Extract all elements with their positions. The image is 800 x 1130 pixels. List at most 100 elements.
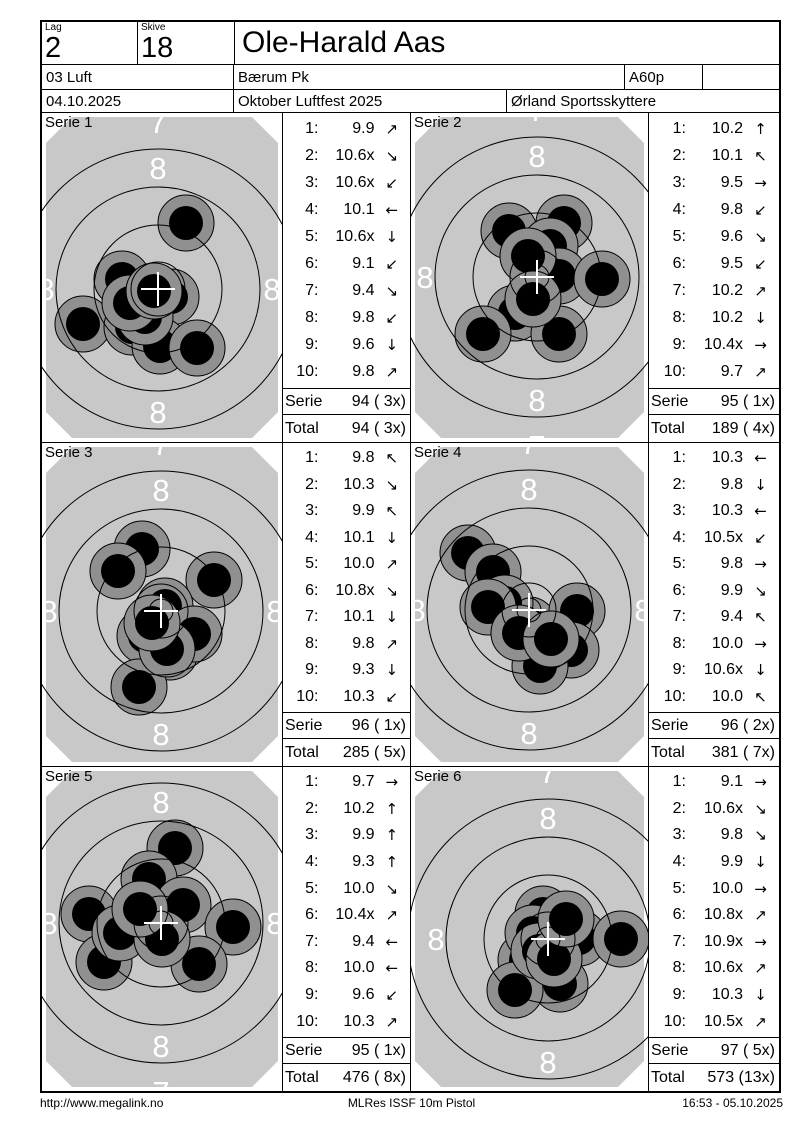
shot-number: 4: — [305, 528, 319, 546]
discipline-cell: 03 Luft — [42, 65, 234, 89]
total-sum-value: 285 ( 5x) — [342, 743, 406, 761]
serie-sum-row: Serie 94 ( 3x) — [283, 388, 410, 414]
shot-score: 10.3 — [343, 687, 375, 705]
shot-direction-arrow: → — [754, 879, 767, 898]
ring-number: 8 — [634, 593, 648, 628]
serie-sum-value: 95 ( 1x) — [720, 392, 775, 410]
serie-sum-row: Serie 97 ( 5x) — [649, 1037, 779, 1063]
shot-number: 6: — [305, 255, 319, 273]
target-face: 7 7 8 8 8 8 — [42, 443, 282, 766]
shot-direction-arrow: ↘ — [385, 879, 399, 898]
shot-direction-arrow: ↓ — [385, 528, 399, 547]
shot-score: 10.4x — [703, 336, 743, 354]
ring-circle — [434, 174, 640, 380]
shot-number: 9: — [305, 661, 319, 679]
aim-cross — [520, 260, 554, 294]
shot-row: 10: 9.7 ↗ — [649, 359, 779, 386]
ring-number: 8 — [152, 1029, 169, 1064]
shot-number: 5: — [305, 227, 319, 245]
shot-hole-inner — [466, 317, 500, 351]
shot-number: 3: — [672, 502, 686, 520]
shot-row: 3: 10.6x ↙ — [283, 169, 410, 196]
shot-row: 2: 10.6x ↘ — [283, 142, 410, 169]
shot-number: 5: — [672, 227, 686, 245]
shot-row: 4: 9.9 ↓ — [649, 849, 779, 876]
total-sum-row: Total 381 ( 7x) — [649, 738, 779, 766]
shot-direction-arrow: ↘ — [385, 282, 399, 301]
shot-row: 4: 9.3 ↑ — [283, 849, 410, 876]
shot-score: 10.8x — [703, 906, 743, 924]
serie-sum-row: Serie 96 ( 2x) — [649, 712, 779, 738]
ring-number: 8 — [539, 1045, 556, 1080]
shot-direction-arrow: ↓ — [385, 608, 399, 627]
shot-row: 6: 10.4x ↗ — [283, 902, 410, 929]
ring-circle — [509, 249, 565, 305]
serie-sum-label: Serie — [285, 1041, 323, 1059]
skive-label: Skive — [141, 22, 166, 33]
series-title: Serie 3 — [45, 444, 93, 461]
shot-number: 3: — [672, 173, 686, 191]
shot-score: 9.4 — [352, 282, 375, 300]
series-row: Serie 5 7 7 8 8 8 8 1: 9.7 → 2: 10.2 ↑ 3: 9.9 ↑ 4: 9.3 ↑ 5:… — [42, 767, 779, 1091]
ring-number: 8 — [42, 272, 55, 307]
shot-number: 4: — [672, 200, 686, 218]
serie-sum-value: 94 ( 3x) — [351, 392, 406, 410]
ring-number: 8 — [520, 716, 537, 751]
ring-number: 8 — [528, 383, 545, 418]
shot-number: 5: — [672, 879, 686, 897]
shot-number: 1: — [305, 449, 319, 467]
shot-row: 5: 10.0 ↘ — [283, 875, 410, 902]
shot-direction-arrow: → — [754, 932, 767, 951]
shot-score: 10.3 — [711, 986, 743, 1004]
ring-circle — [42, 148, 282, 430]
total-sum-label: Total — [285, 743, 319, 761]
target-face: 7 7 8 8 8 8 — [42, 113, 282, 442]
shot-hole-inner — [66, 307, 100, 341]
shot-hole-inner — [534, 622, 568, 656]
shot-score: 9.6 — [352, 336, 375, 354]
ring-number: 8 — [266, 906, 282, 941]
shot-row: 7: 10.2 ↗ — [649, 278, 779, 305]
shot-score: 9.8 — [720, 555, 743, 573]
serie-sum-value: 96 ( 2x) — [720, 716, 775, 734]
shot-direction-arrow: ↗ — [385, 555, 399, 574]
shot-list: 1: 9.7 → 2: 10.2 ↑ 3: 9.9 ↑ 4: 9.3 ↑ 5: 10.0 ↘ 6: 10.4x ↗… — [283, 767, 410, 1037]
shot-number: 6: — [672, 255, 686, 273]
shot-score: 9.9 — [720, 853, 743, 871]
score-report: Lag 2 Skive 18 Ole-Harald Aas 03 Luft Bæ… — [40, 20, 781, 1093]
shot-number: 2: — [672, 799, 686, 817]
shot-score: 9.6 — [720, 227, 743, 245]
shot-score: 10.6x — [703, 661, 743, 679]
shot-direction-arrow: ← — [754, 449, 767, 468]
shot-score: 9.8 — [352, 634, 375, 652]
shot-direction-arrow: ↙ — [385, 255, 399, 274]
shot-number: 1: — [305, 773, 319, 791]
shot-direction-arrow: ↗ — [754, 1012, 767, 1031]
shot-row: 4: 10.5x ↙ — [649, 525, 779, 552]
club-cell: Bærum Pk — [234, 65, 625, 89]
footer-timestamp: 16:53 - 05.10.2025 — [682, 1096, 784, 1110]
shot-row: 8: 9.8 ↗ — [283, 631, 410, 658]
shot-direction-arrow: ↖ — [385, 502, 399, 521]
shot-number: 8: — [672, 309, 686, 327]
total-sum-value: 189 ( 4x) — [711, 419, 775, 437]
shot-direction-arrow: ↙ — [385, 309, 399, 328]
shot-number: 5: — [305, 555, 319, 573]
shot-direction-arrow: ↓ — [754, 986, 767, 1005]
shot-number: 10: — [663, 363, 686, 381]
shot-row: 1: 9.8 ↖ — [283, 445, 410, 472]
ring-number: 7 — [528, 113, 545, 128]
ring-circle — [42, 470, 282, 752]
serie-sum-label: Serie — [651, 1041, 689, 1059]
shot-row: 2: 10.3 ↘ — [283, 472, 410, 499]
shot-score: 10.3 — [343, 475, 375, 493]
lag-cell: Lag 2 — [42, 22, 138, 64]
ring-circle — [96, 858, 226, 988]
shot-score: 10.4x — [335, 906, 375, 924]
score-table: 1: 9.8 ↖ 2: 10.3 ↘ 3: 9.9 ↖ 4: 10.1 ↓ 5: 10.0 ↗ 6: 10.8x… — [283, 443, 411, 766]
aim-cross — [141, 272, 175, 306]
total-sum-label: Total — [651, 1068, 685, 1086]
shot-hole-inner — [216, 910, 250, 944]
shot-row: 5: 10.6x ↓ — [283, 223, 410, 250]
shot-row: 3: 9.9 ↖ — [283, 498, 410, 525]
